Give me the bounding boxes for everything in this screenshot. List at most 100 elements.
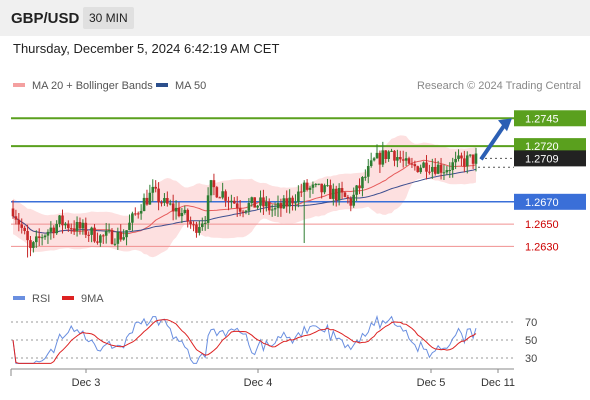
candle-body — [347, 197, 350, 198]
candle-body — [20, 225, 23, 228]
candle-body — [146, 198, 149, 205]
candle — [146, 190, 149, 206]
candle-body — [64, 224, 67, 226]
candle-body — [186, 210, 189, 222]
candle-body — [172, 203, 175, 211]
candle-body — [402, 159, 405, 160]
candle-body — [23, 228, 26, 231]
candle-body — [102, 235, 105, 236]
candle-body — [469, 155, 472, 156]
candle-body — [239, 208, 242, 211]
candle-body — [70, 228, 73, 229]
forecast-arrow-shaft — [481, 124, 505, 159]
candle-body — [26, 231, 29, 240]
candle-body — [253, 197, 256, 207]
candle-body — [396, 157, 399, 161]
candle-body — [41, 237, 44, 238]
candle-body — [285, 198, 288, 206]
candle-body — [245, 211, 248, 212]
candle-body — [399, 157, 402, 159]
candle — [149, 185, 152, 205]
candle-body — [189, 222, 192, 225]
candle-body — [29, 240, 32, 248]
candle-body — [76, 222, 79, 231]
rsi-tick-label: 70 — [525, 317, 537, 329]
candle-body — [466, 155, 469, 166]
candle-body — [309, 188, 312, 190]
candle-body — [248, 203, 251, 211]
candle-body — [93, 228, 96, 242]
candle-body — [358, 185, 361, 188]
candle-body — [44, 236, 47, 238]
candle-body — [422, 163, 425, 168]
candle-body — [294, 202, 297, 203]
candle-body — [393, 151, 396, 161]
candle-body — [352, 195, 355, 206]
candle-body — [125, 230, 128, 237]
candle-body — [256, 206, 259, 208]
candle-body — [207, 195, 210, 223]
candle-body — [440, 165, 443, 173]
candle-body — [210, 180, 213, 195]
candle-body — [184, 210, 187, 213]
candle-body — [326, 185, 329, 186]
candle-body — [166, 198, 169, 204]
candle-body — [405, 158, 408, 160]
candle-body — [329, 185, 332, 199]
candle-body — [323, 185, 326, 192]
candle-body — [122, 237, 125, 239]
x-axis-label: Dec 3 — [72, 377, 101, 389]
candle — [416, 166, 419, 173]
candle-body — [149, 193, 152, 205]
x-axis-label: Dec 11 — [481, 377, 515, 389]
candle-body — [344, 192, 347, 196]
candle-body — [15, 216, 18, 219]
rsi-9ma-line — [13, 320, 476, 364]
support-price-label: 1.2630 — [525, 241, 559, 253]
candle-body — [224, 191, 227, 201]
candle-body — [218, 197, 221, 198]
candle-body — [428, 172, 431, 173]
candle-body — [315, 184, 318, 185]
candle-body — [52, 228, 55, 234]
candle-body — [332, 189, 335, 199]
candle-body — [364, 177, 367, 178]
candle-body — [262, 197, 265, 206]
candle-body — [335, 189, 338, 200]
candle-body — [134, 213, 137, 214]
candle-body — [213, 180, 216, 187]
candle-body — [157, 189, 160, 203]
candle-body — [303, 183, 306, 192]
candle-body — [373, 158, 376, 160]
candle-body — [195, 225, 198, 233]
candle-body — [416, 166, 419, 172]
candle-body — [38, 236, 41, 237]
candle-body — [361, 177, 364, 188]
candle — [111, 228, 114, 245]
candle-body — [250, 197, 253, 203]
candle-body — [475, 154, 478, 164]
candle-body — [216, 187, 219, 197]
candle-body — [105, 231, 108, 236]
candle-body — [288, 198, 291, 207]
candle-body — [437, 165, 440, 174]
candle-body — [317, 184, 320, 185]
x-axis-label: Dec 5 — [417, 377, 446, 389]
candle-body — [151, 187, 154, 193]
candle-body — [382, 150, 385, 164]
rsi-tick-label: 50 — [525, 335, 537, 347]
candle-body — [414, 164, 417, 166]
candle-body — [457, 155, 460, 158]
candle — [216, 186, 219, 198]
candle-body — [277, 203, 280, 208]
candle-body — [227, 201, 230, 202]
candle-body — [341, 188, 344, 192]
candle — [143, 193, 146, 211]
candle-body — [434, 167, 437, 174]
pivot-price-label: 1.2670 — [525, 197, 559, 209]
candle-body — [376, 153, 379, 158]
candle-body — [338, 188, 341, 200]
candle-body — [111, 230, 114, 244]
candle-body — [274, 208, 277, 209]
